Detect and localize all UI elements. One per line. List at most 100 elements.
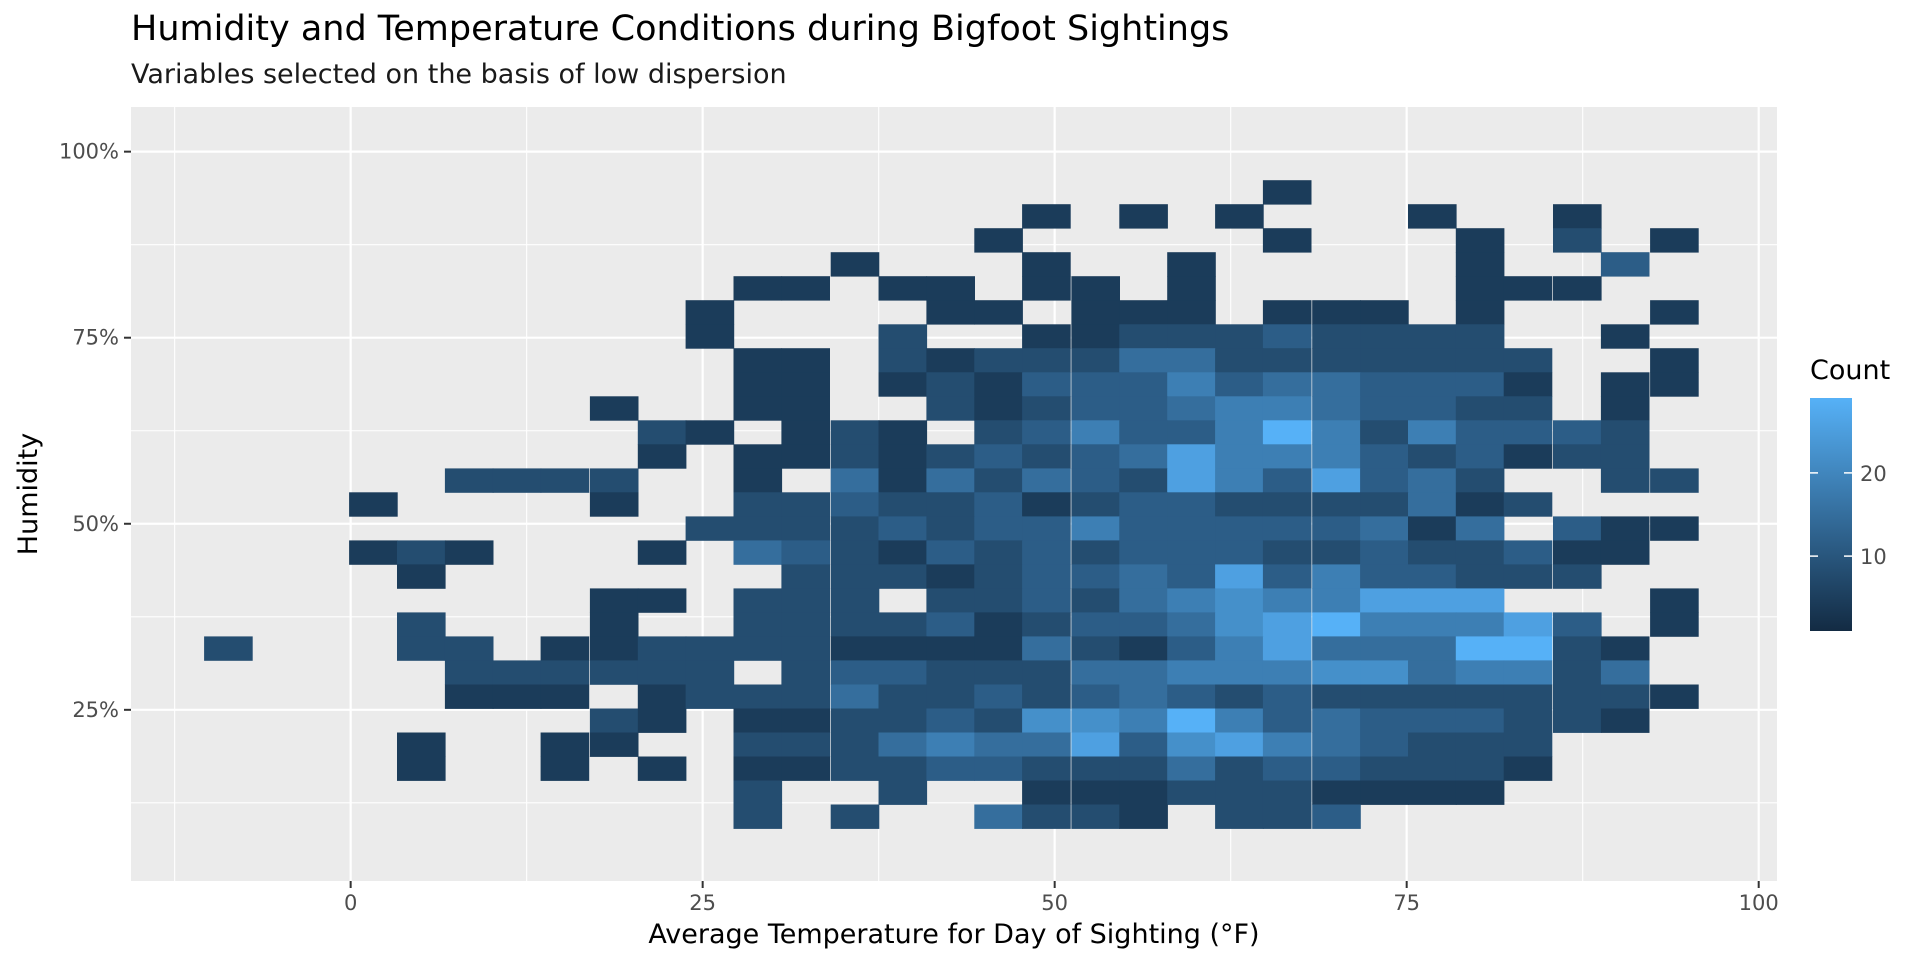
heatmap-tile xyxy=(733,540,783,565)
heatmap-tile xyxy=(733,732,783,757)
heatmap-tile xyxy=(1167,468,1216,493)
heatmap-tile xyxy=(1312,516,1361,541)
heatmap-tile xyxy=(1262,492,1312,517)
heatmap-tile xyxy=(492,468,542,493)
heatmap-tile xyxy=(1408,444,1457,469)
heatmap-tile xyxy=(540,756,590,781)
heatmap-tile xyxy=(926,444,975,469)
heatmap-tile xyxy=(926,396,975,421)
legend-title: Count xyxy=(1810,355,1890,386)
heatmap-tile xyxy=(1455,348,1505,373)
heatmap-tile xyxy=(1360,492,1409,517)
heatmap-tile xyxy=(1262,780,1312,805)
heatmap-tile xyxy=(1650,588,1699,613)
heatmap-tile xyxy=(1119,444,1168,469)
heatmap-tile xyxy=(1119,372,1168,397)
heatmap-tile xyxy=(1071,420,1120,445)
heatmap-tile xyxy=(1455,228,1505,253)
heatmap-tile xyxy=(1503,396,1553,421)
heatmap-tile xyxy=(1022,540,1071,565)
heatmap-tile xyxy=(926,276,975,301)
heatmap-tile xyxy=(1503,372,1553,397)
heatmap-tile xyxy=(1312,588,1361,613)
heatmap-tile xyxy=(926,660,975,685)
heatmap-tile xyxy=(1262,804,1312,829)
heatmap-tile xyxy=(540,636,590,661)
heatmap-tile xyxy=(1600,660,1650,685)
heatmap-tile xyxy=(1312,636,1361,661)
heatmap-tile xyxy=(1119,420,1168,445)
heatmap-tile xyxy=(1553,516,1602,541)
heatmap-tile xyxy=(1215,756,1264,781)
heatmap-tile xyxy=(1455,444,1505,469)
heatmap-tile xyxy=(830,564,880,589)
heatmap-tile xyxy=(1262,180,1312,205)
heatmap-tile xyxy=(974,372,1023,397)
heatmap-tile xyxy=(589,612,639,637)
heatmap-tile xyxy=(1022,708,1071,733)
heatmap-tile xyxy=(204,636,253,661)
legend-tick-label: 10 xyxy=(1860,545,1887,569)
heatmap-tile xyxy=(1215,588,1264,613)
heatmap-tile xyxy=(1262,348,1312,373)
heatmap-tile xyxy=(926,540,975,565)
heatmap-tile xyxy=(1455,420,1505,445)
heatmap-tile xyxy=(974,564,1023,589)
heatmap-tile xyxy=(733,804,783,829)
heatmap-tile xyxy=(1312,444,1361,469)
heatmap-tile xyxy=(589,396,639,421)
heatmap-tile xyxy=(1408,612,1457,637)
heatmap-tile xyxy=(1071,444,1120,469)
heatmap-tile xyxy=(781,372,830,397)
heatmap-tile xyxy=(1600,468,1650,493)
heatmap-tile xyxy=(781,756,830,781)
heatmap-tile xyxy=(1600,708,1650,733)
heatmap-tile xyxy=(1119,708,1168,733)
heatmap-tile xyxy=(1167,684,1216,709)
heatmap-tile xyxy=(1071,300,1120,325)
heatmap-tile xyxy=(1262,684,1312,709)
heatmap-tile xyxy=(1455,732,1505,757)
heatmap-tile xyxy=(1119,780,1168,805)
heatmap-tile xyxy=(1262,300,1312,325)
heatmap-tile xyxy=(781,492,830,517)
heatmap-tile xyxy=(1312,468,1361,493)
heatmap-tile xyxy=(926,300,975,325)
heatmap-tile xyxy=(974,468,1023,493)
heatmap-tile xyxy=(1650,684,1699,709)
heatmap-tile xyxy=(781,444,830,469)
heatmap-tile xyxy=(1360,660,1409,685)
heatmap-tile xyxy=(926,588,975,613)
heatmap-tile xyxy=(1119,516,1168,541)
heatmap-tile xyxy=(1312,372,1361,397)
heatmap-tile xyxy=(1071,540,1120,565)
heatmap-tile xyxy=(830,756,880,781)
heatmap-tile xyxy=(1022,468,1071,493)
y-tick-label: 75% xyxy=(72,326,119,350)
heatmap-tile xyxy=(492,660,542,685)
heatmap-tile xyxy=(974,228,1023,253)
heatmap-tile xyxy=(1600,444,1650,469)
heatmap-tile xyxy=(926,708,975,733)
heatmap-tile xyxy=(1408,324,1457,349)
heatmap-tile xyxy=(1553,420,1602,445)
heatmap-tile xyxy=(1553,660,1602,685)
heatmap-tile xyxy=(1650,228,1699,253)
heatmap-tile xyxy=(1360,588,1409,613)
x-axis-title: Average Temperature for Day of Sighting … xyxy=(648,919,1259,950)
heatmap-tile xyxy=(878,468,928,493)
heatmap-tile xyxy=(1119,204,1168,229)
heatmap-tile xyxy=(1262,588,1312,613)
heatmap-tile xyxy=(1262,732,1312,757)
heatmap-tile xyxy=(1262,228,1312,253)
heatmap-tile xyxy=(1167,396,1216,421)
heatmap-tile xyxy=(397,732,446,757)
heatmap-tile xyxy=(878,492,928,517)
heatmap-tile xyxy=(781,660,830,685)
heatmap-tile xyxy=(974,660,1023,685)
heatmap-tile xyxy=(878,324,928,349)
x-tick-label: 50 xyxy=(1041,891,1068,915)
heatmap-tile xyxy=(540,468,590,493)
heatmap-tile xyxy=(1167,588,1216,613)
heatmap-tile xyxy=(637,444,687,469)
